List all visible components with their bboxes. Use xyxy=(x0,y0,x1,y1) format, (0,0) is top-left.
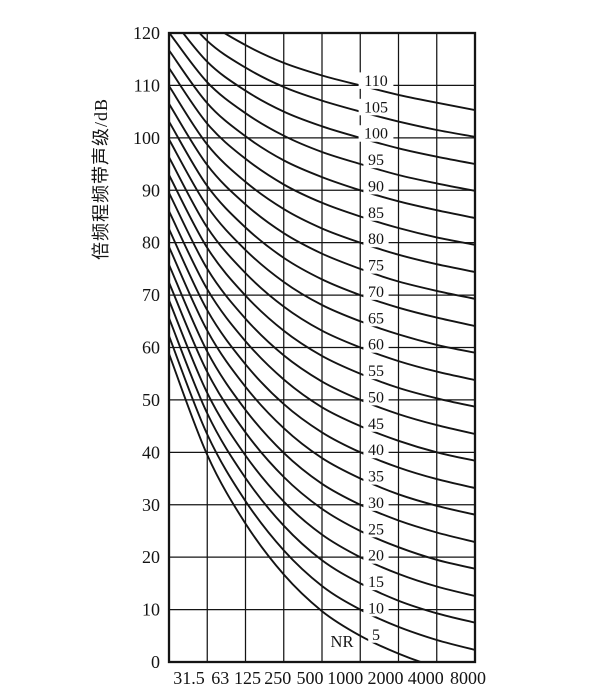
curve-label-5: 5 xyxy=(372,627,380,644)
curve-label-mask xyxy=(363,362,389,380)
y-tick-label-40: 40 xyxy=(142,442,160,462)
curve-label-mask xyxy=(363,415,389,432)
curve-label-30: 30 xyxy=(368,495,384,512)
curve-label-mask xyxy=(358,72,394,89)
curve-label-mask xyxy=(363,388,389,406)
curve-label-mask xyxy=(363,599,389,617)
curve-label-mask xyxy=(363,283,389,300)
y-tick-label-50: 50 xyxy=(142,390,160,410)
x-tick-labels: 31.5 63 125 250 500 1000 2000 4000 8000 xyxy=(173,668,486,688)
curve-label-25: 25 xyxy=(368,521,384,538)
nr-curve-100 xyxy=(181,33,475,165)
nr-curve-110 xyxy=(222,33,475,112)
curve-label-110: 110 xyxy=(364,73,387,90)
x-tick-label-8000: 8000 xyxy=(450,668,486,688)
nr-curve-85 xyxy=(169,67,475,246)
curve-label-mask xyxy=(363,230,389,248)
curve-label-10: 10 xyxy=(368,600,384,617)
nr-curve-90 xyxy=(169,49,475,219)
grid xyxy=(168,32,476,663)
curve-label-mask xyxy=(363,151,389,169)
curve-label-mask xyxy=(358,98,394,116)
curve-label-90: 90 xyxy=(368,178,384,195)
curve-label-mask xyxy=(363,257,389,274)
curve-label-mask xyxy=(363,204,389,221)
y-tick-label-120: 120 xyxy=(133,23,160,43)
x-tick-label-63: 63 xyxy=(211,668,229,688)
curve-label-45: 45 xyxy=(368,416,384,433)
x-tick-label-125: 125 xyxy=(234,668,261,688)
curve-label-mask xyxy=(363,573,389,591)
curve-label-95: 95 xyxy=(368,152,384,169)
curve-label-mask xyxy=(363,547,389,564)
y-tick-label-0: 0 xyxy=(151,652,160,672)
curve-label-75: 75 xyxy=(368,258,384,275)
y-tick-label-80: 80 xyxy=(142,233,160,253)
nr-curve-50 xyxy=(169,192,475,435)
curve-label-60: 60 xyxy=(368,337,384,354)
y-tick-label-30: 30 xyxy=(142,495,160,515)
nr-curve-105 xyxy=(198,33,475,138)
nr-curve-95 xyxy=(169,33,475,192)
curve-labels: 5 10 15 20 25 30 35 40 45 50 55 60 65 70 75 80 85 90 95 100… xyxy=(331,72,394,651)
curve-label-80: 80 xyxy=(368,231,384,248)
curve-label-mask xyxy=(363,336,389,353)
nr-curve-70 xyxy=(169,121,475,327)
y-tick-label-110: 110 xyxy=(134,75,160,95)
curve-label-mask xyxy=(368,626,384,643)
curve-label-40: 40 xyxy=(368,442,384,459)
plot-frame xyxy=(167,31,477,664)
nr-curve-20 xyxy=(169,299,475,597)
x-tick-label-2000: 2000 xyxy=(368,668,404,688)
nr-curve-10 xyxy=(169,335,475,651)
y-tick-label-100: 100 xyxy=(133,128,160,148)
curve-label-50: 50 xyxy=(368,389,384,406)
nr-curve-30 xyxy=(169,264,475,543)
curve-label-mask xyxy=(363,468,389,485)
x-tick-label-1000: 1000 xyxy=(327,668,363,688)
nr-curve-60 xyxy=(169,156,475,381)
y-tick-label-10: 10 xyxy=(142,600,160,620)
nr-curve-80 xyxy=(169,85,475,273)
curve-label-105: 105 xyxy=(364,99,388,116)
curve-label-55: 55 xyxy=(368,363,384,380)
nr-curve-65 xyxy=(169,138,475,354)
nr-curve-15 xyxy=(169,317,475,624)
curve-label-35: 35 xyxy=(368,469,384,486)
nr-curve-35 xyxy=(169,246,475,516)
curve-label-15: 15 xyxy=(368,574,384,591)
nr-curves xyxy=(169,33,475,662)
curve-label-100: 100 xyxy=(364,126,388,143)
nr-curve-75 xyxy=(169,103,475,300)
x-tick-label-31.5: 31.5 xyxy=(173,668,205,688)
nr-curve-55 xyxy=(169,174,475,408)
x-tick-label-500: 500 xyxy=(297,668,324,688)
nr-curve-45 xyxy=(169,210,475,462)
x-tick-label-250: 250 xyxy=(264,668,291,688)
curve-label-65: 65 xyxy=(368,310,384,327)
curve-label-mask xyxy=(358,125,394,142)
y-tick-label-60: 60 xyxy=(142,338,160,358)
curve-label-70: 70 xyxy=(368,284,384,301)
x-tick-label-4000: 4000 xyxy=(408,668,444,688)
nr-curve-40 xyxy=(169,228,475,489)
y-tick-label-90: 90 xyxy=(142,180,160,200)
curve-label-mask xyxy=(363,309,389,327)
curve-label-20: 20 xyxy=(368,548,384,565)
nr-curve-5 xyxy=(169,353,424,662)
curve-label-mask xyxy=(363,441,389,459)
curve-label-mask xyxy=(363,177,389,195)
curve-label-mask xyxy=(363,494,389,511)
y-tick-labels: 0 10 20 30 40 50 60 70 80 90 100 110 120 xyxy=(133,23,160,672)
nr-family-label: NR xyxy=(331,632,354,651)
nr-curve-25 xyxy=(169,282,475,570)
curve-label-mask xyxy=(363,520,389,538)
y-tick-label-70: 70 xyxy=(142,285,160,305)
y-tick-label-20: 20 xyxy=(142,547,160,567)
curve-label-85: 85 xyxy=(368,205,384,222)
